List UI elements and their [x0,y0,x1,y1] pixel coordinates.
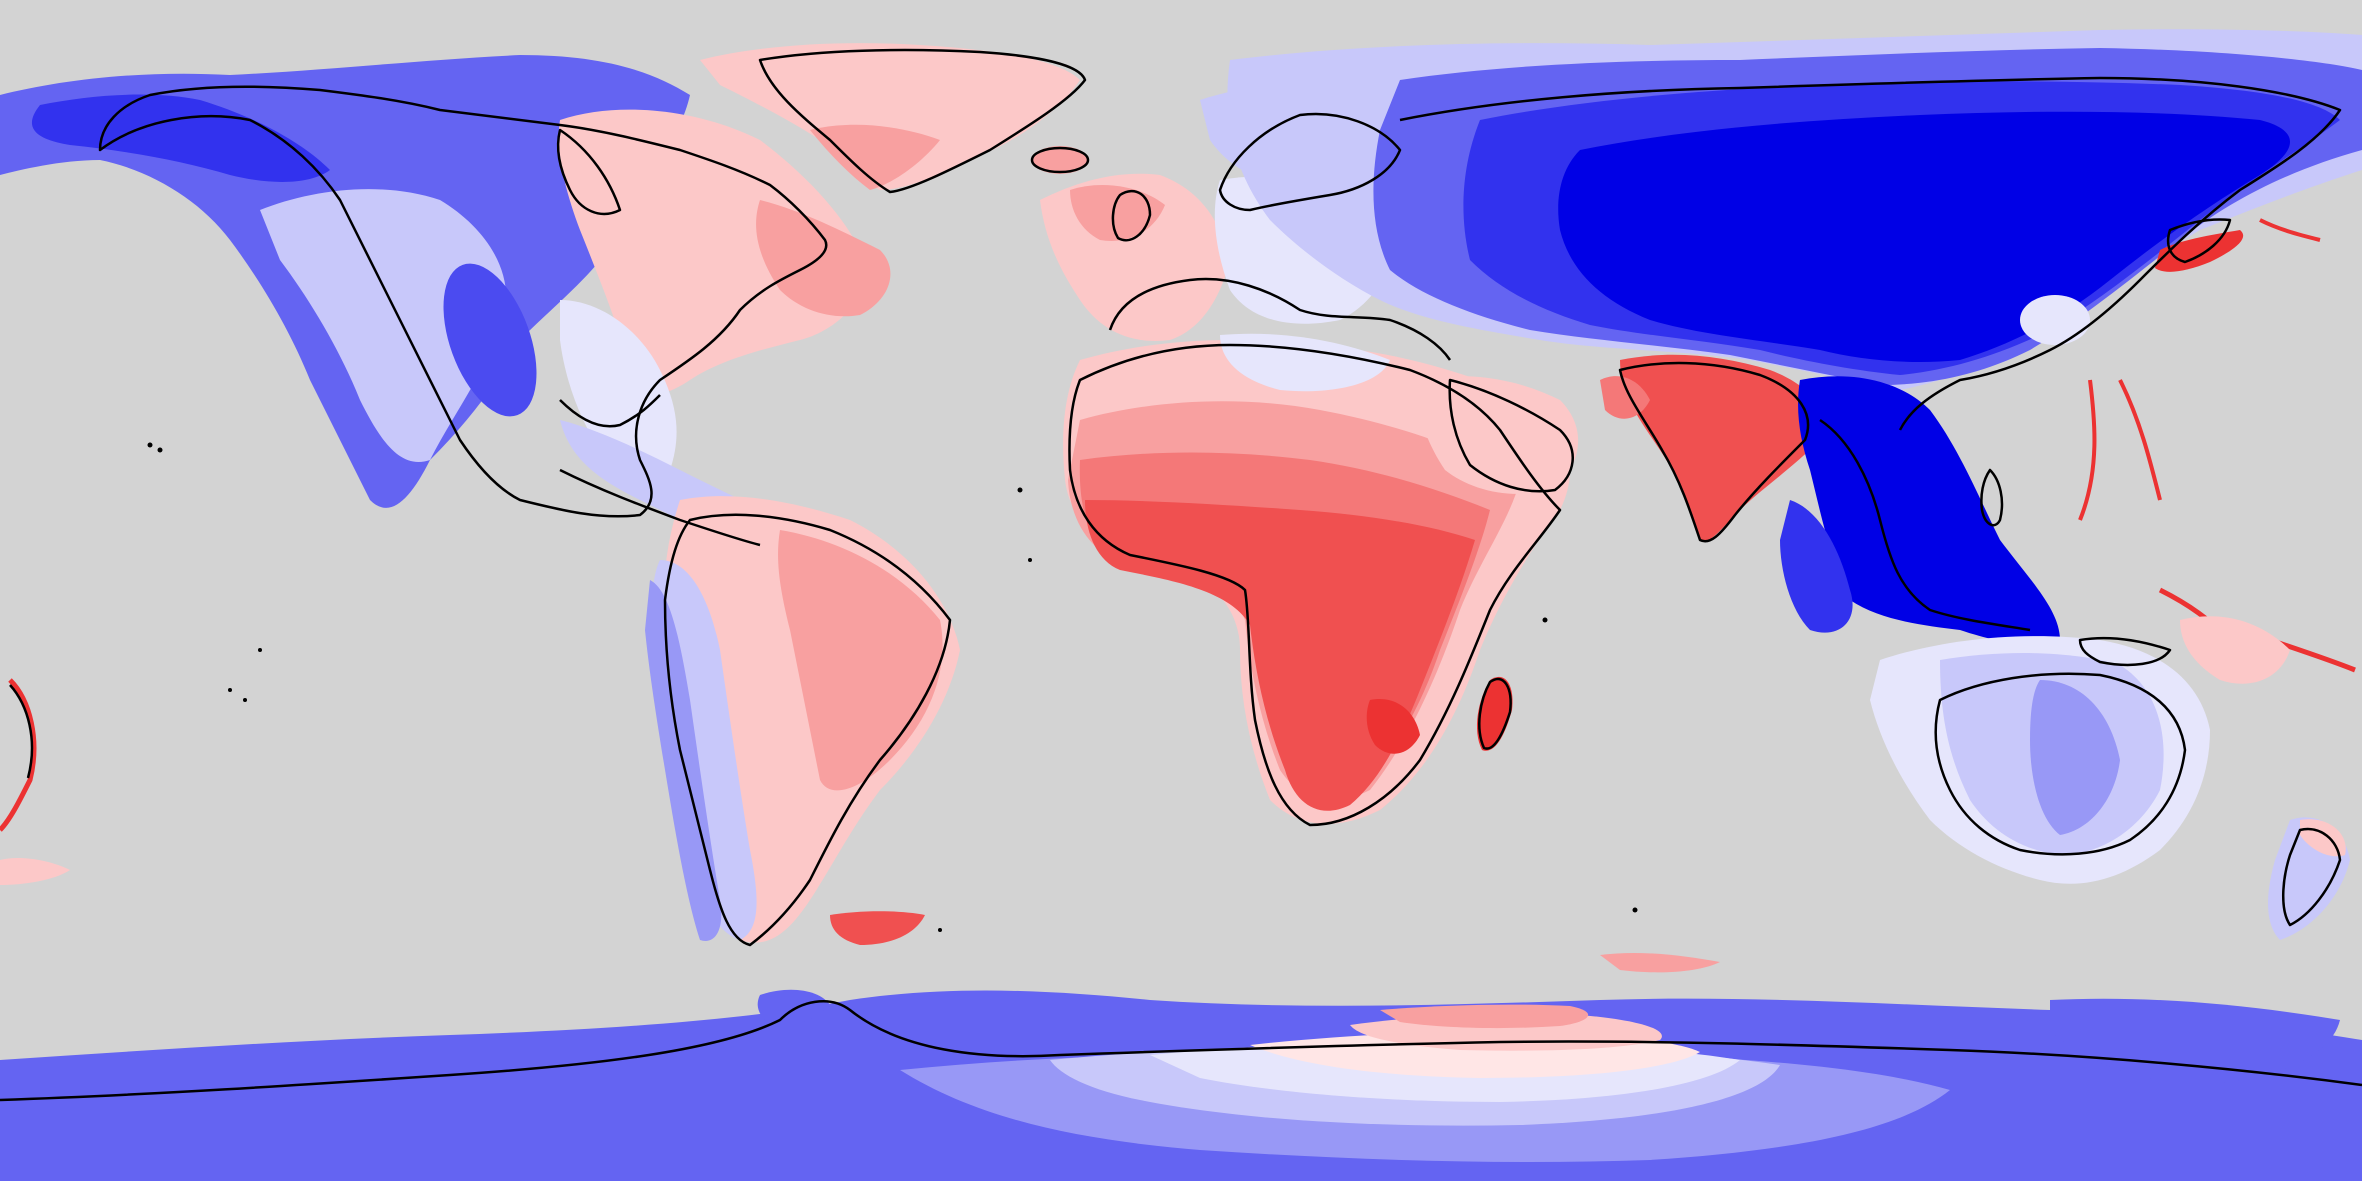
coastline-australia [1934,672,2187,856]
coastline-japan [2166,218,2232,264]
shade-red-strong-india [1620,354,1823,541]
coastline-philippines [1980,468,2004,527]
coastline-hudson-bay [556,128,622,216]
island-dot [228,688,232,692]
island-dot [1632,907,1638,913]
shade-red-light [756,200,891,317]
coastline-madagascar [1478,677,1512,750]
region-subantarctic-red [1600,952,1720,973]
coastline-gulf-mexico [559,394,661,428]
shade-red-light [1380,1004,1589,1029]
shade-blue-strongest [1558,111,2290,362]
island-dot [243,698,247,702]
region-iceland [1032,146,1088,174]
coastline-south-america [663,513,952,947]
coastlines [0,48,2362,1102]
shade-red-pale-melanesia [2180,616,2290,684]
island-dot [157,447,163,453]
shade-red-pale-arabia [1418,376,1579,494]
region-antarctica [0,989,2362,1181]
region-greenland-south [810,124,940,190]
island-dot [1017,487,1023,493]
coastline-new-zealand [2282,827,2342,927]
island-dot [1028,558,1032,562]
coastline-pacific-west [9,684,34,779]
coastline-africa [1068,343,1562,827]
shade-blue-mid-west [2050,998,2340,1085]
coastline-antarctica [0,1000,2362,1102]
region-north-america [0,55,891,547]
trench-red-line-3 [2259,218,2321,242]
coastline-india [1618,361,1810,543]
island-dot [147,442,153,448]
region-madagascar [1476,676,1513,751]
coastline-europe [1108,277,1452,361]
coastline-southeast-asia [1819,418,2031,632]
region-japan-red [2155,230,2244,272]
shade-red-light [778,530,943,791]
island-dot [938,928,942,932]
trench-red-line-1 [2118,379,2162,501]
shade-blue-strong [31,94,330,182]
shade-red-pale [558,109,866,394]
shade-blue-strong-southeast-asia-edge [1780,500,1853,633]
shade-red-light-uk [1070,185,1165,241]
trench-red-line-2 [2078,379,2097,521]
coastline-greenland [758,48,1087,194]
region-pacific-west-pale [0,858,70,885]
coastline-scandinavia [1218,112,1402,212]
shade-blue-light [2030,680,2120,835]
island-dot [258,648,262,652]
island-dot [1542,617,1548,623]
region-pacific-west-red [0,678,37,832]
coastline-asia [1399,76,2342,431]
region-asia [1227,29,2362,645]
region-australia [1870,587,2356,940]
shade-blue-pale-korea [2020,295,2090,345]
island-dots [147,442,1638,932]
shade-blue-strong-southwest [443,263,537,417]
coastline-north-america [98,85,828,518]
shade-blue-faint-north-africa [1220,333,1390,392]
shade-blue-strongest-southeast-asia [1798,376,2060,645]
coastline-new-guinea [2078,636,2172,667]
coastline-iceland [1030,146,1090,174]
coastline-central-america [559,468,761,547]
shade-blue-pale [260,189,507,462]
shade-red-strong-patagonia [830,911,925,945]
coastline-arabia [1448,378,1574,493]
coastline-uk [1111,189,1152,242]
shade-red-strongest-southeast [1366,699,1420,754]
